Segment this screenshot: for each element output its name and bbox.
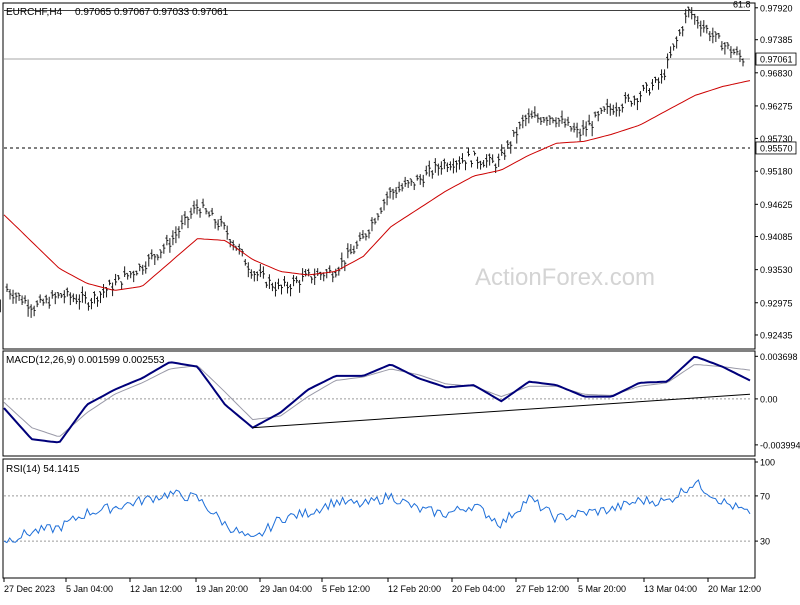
macd-panel-frame [3, 351, 755, 456]
rsi-panel-frame [3, 459, 755, 578]
x-axis-label: 13 Mar 04:00 [644, 584, 697, 594]
x-axis-label: 12 Feb 20:00 [388, 584, 441, 594]
open-value: 0.97065 [75, 7, 112, 18]
x-axis-label: 27 Dec 2023 [4, 584, 55, 594]
x-axis-label: 20 Feb 04:00 [452, 584, 505, 594]
macd-axis-label: 0.00 [760, 394, 778, 404]
x-axis-label: 5 Mar 20:00 [578, 584, 626, 594]
price-axis-label: 0.94625 [760, 200, 793, 210]
price-axis-label: 0.96830 [760, 68, 793, 78]
fib-61-8-label: 61.8 [733, 0, 751, 9]
price-axis-label: 0.93530 [760, 265, 793, 275]
macd-axis-label: 0.003698 [760, 352, 798, 362]
price-axis-label: 0.95180 [760, 167, 793, 177]
x-axis-label: 19 Jan 20:00 [196, 584, 248, 594]
header-info: EURCHF,H4 0.97065 0.97067 0.97033 0.9706… [6, 7, 229, 18]
current-price-tag: 0.97061 [760, 55, 793, 65]
macd-title: MACD(12,26,9) 0.001599 0.002553 [6, 355, 165, 366]
watermark-text: ActionForex.com [475, 264, 655, 291]
price-axis-label: 0.96275 [760, 101, 793, 111]
x-axis-label: 12 Jan 12:00 [130, 584, 182, 594]
rsi-axis-label: 100 [760, 458, 775, 468]
macd-axis-label: -0.003994 [760, 440, 800, 450]
rsi-title: RSI(14) 54.1415 [6, 464, 80, 475]
support-price-tag: 0.95570 [760, 143, 793, 153]
price-axis-label: 0.92435 [760, 330, 793, 340]
close-value: 0.97061 [192, 7, 229, 18]
symbol-label: EURCHF,H4 [6, 7, 63, 18]
x-axis-label: 5 Feb 12:00 [322, 584, 370, 594]
x-axis-label: 29 Jan 04:00 [260, 584, 312, 594]
rsi-axis-label: 70 [760, 491, 770, 501]
price-panel-frame [3, 3, 755, 349]
price-axis-label: 0.92975 [760, 298, 793, 308]
rsi-axis-label: 30 [760, 537, 770, 547]
price-axis-label: 0.97920 [760, 3, 793, 13]
low-value: 0.97033 [153, 7, 190, 18]
x-axis-label: 27 Feb 12:00 [516, 584, 569, 594]
price-axis-label: 0.97385 [760, 35, 793, 45]
price-axis-label: 0.94085 [760, 232, 793, 242]
x-axis-label: 5 Jan 04:00 [66, 584, 113, 594]
x-axis-label: 20 Mar 12:00 [708, 584, 761, 594]
high-value: 0.97067 [114, 7, 151, 18]
